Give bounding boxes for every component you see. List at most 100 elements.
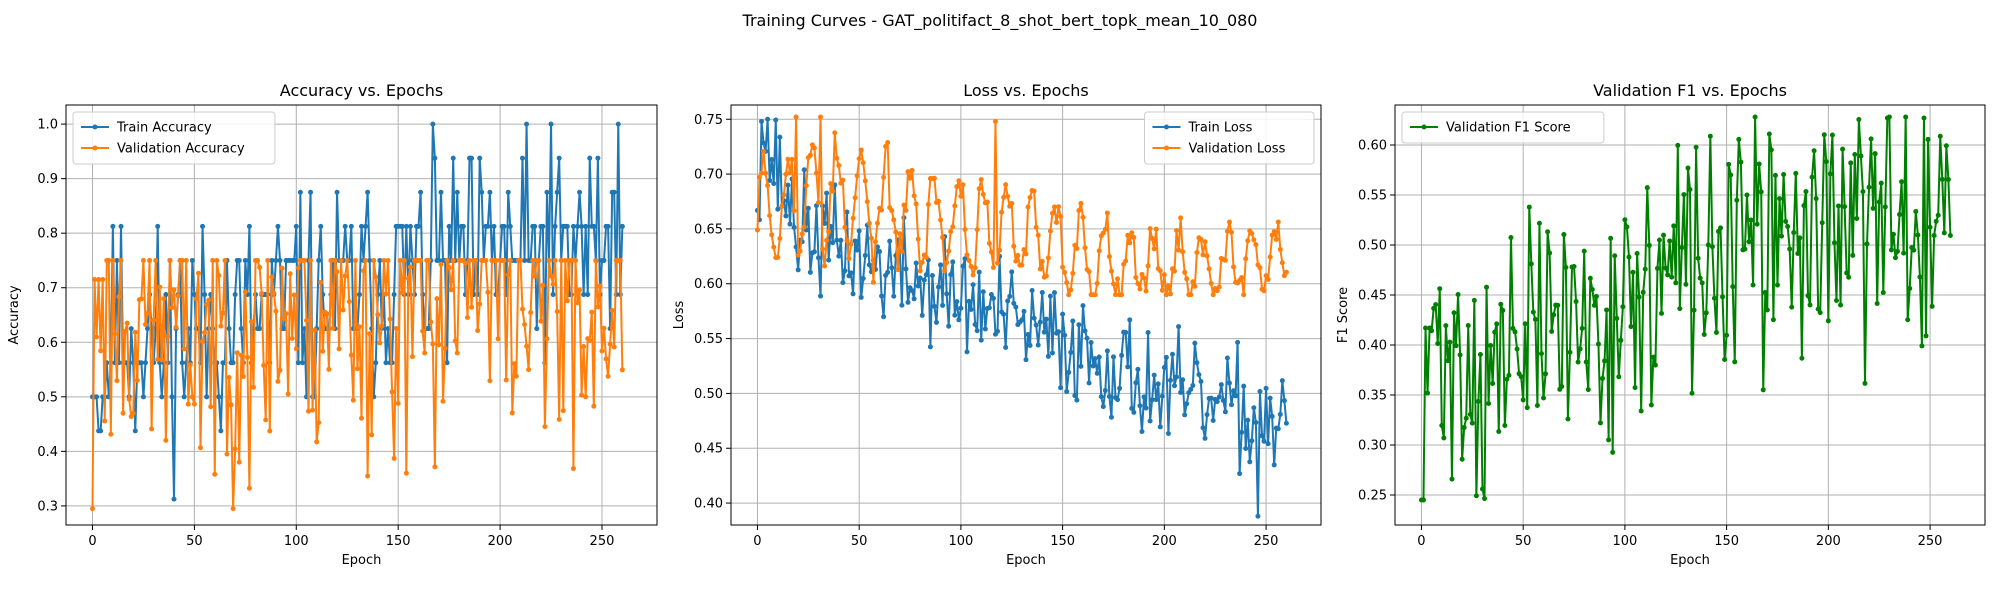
y-tick-label: 1.0: [37, 118, 58, 133]
data-point: [187, 362, 193, 368]
data-point: [1459, 456, 1465, 462]
data-point: [1862, 380, 1868, 386]
data-point: [507, 257, 513, 263]
data-point: [389, 389, 395, 395]
data-point: [822, 221, 828, 227]
data-point: [1567, 349, 1573, 355]
data-point: [597, 283, 603, 289]
data-point: [1532, 316, 1538, 322]
data-point: [787, 221, 793, 227]
data-point: [767, 213, 773, 219]
data-point: [931, 303, 937, 309]
data-point: [291, 292, 297, 298]
data-point: [1080, 214, 1086, 220]
data-point: [1903, 114, 1909, 120]
data-point: [1482, 496, 1488, 502]
data-point: [1263, 385, 1269, 391]
data-point: [958, 305, 964, 311]
data-point: [1587, 275, 1593, 281]
data-point: [399, 223, 405, 229]
data-point: [320, 348, 326, 354]
data-point: [842, 224, 848, 230]
data-point: [1188, 292, 1194, 298]
data-point: [195, 270, 201, 276]
data-point: [1467, 411, 1473, 417]
data-point: [1100, 230, 1106, 236]
data-point: [1530, 309, 1536, 315]
data-point: [1705, 242, 1711, 248]
data-point: [1188, 386, 1194, 392]
data-point: [1888, 247, 1894, 253]
data-point: [1082, 245, 1088, 251]
data-point: [599, 348, 605, 354]
data-point: [1005, 298, 1011, 304]
data-point: [440, 398, 446, 404]
data-point: [554, 309, 560, 315]
data-point: [1659, 310, 1665, 316]
y-tick-label: 0.7: [37, 281, 58, 296]
data-point: [469, 155, 475, 161]
data-point: [1911, 247, 1917, 253]
data-point: [1663, 265, 1669, 271]
data-point: [826, 257, 832, 263]
data-point: [399, 290, 405, 296]
data-point: [795, 267, 801, 273]
data-point: [442, 345, 448, 351]
data-point: [946, 248, 952, 254]
series-2: [89, 257, 625, 512]
data-point: [352, 257, 358, 263]
data-point: [1425, 390, 1431, 396]
data-point: [155, 357, 161, 362]
data-point: [850, 215, 856, 221]
data-point: [1939, 176, 1945, 182]
data-point: [1720, 294, 1726, 300]
data-point: [1880, 290, 1886, 295]
data-point: [210, 257, 216, 263]
data-point: [1819, 220, 1825, 226]
data-point: [1245, 417, 1251, 423]
data-point: [1429, 328, 1435, 334]
data-point: [1263, 273, 1269, 279]
data-point: [391, 292, 397, 298]
data-point: [1581, 248, 1587, 254]
data-point: [1074, 397, 1080, 403]
data-point: [1624, 224, 1630, 230]
data-point: [420, 328, 426, 334]
data-point: [619, 223, 625, 229]
data-point: [1441, 435, 1447, 441]
data-point: [326, 366, 332, 372]
data-point: [118, 223, 124, 229]
subplot-title: Loss vs. Epochs: [963, 81, 1088, 100]
data-point: [520, 155, 525, 161]
data-point: [171, 287, 177, 293]
data-point: [1563, 265, 1569, 271]
data-point: [1011, 243, 1017, 249]
data-point: [1734, 197, 1740, 203]
data-point: [1013, 304, 1019, 310]
data-point: [909, 288, 915, 294]
data-point: [1027, 194, 1033, 200]
data-point: [1876, 199, 1882, 205]
data-point: [1943, 143, 1949, 149]
data-point: [946, 323, 952, 329]
data-point: [485, 223, 491, 229]
data-point: [893, 229, 899, 235]
data-point: [448, 287, 454, 293]
data-point: [1086, 269, 1092, 275]
data-point: [954, 184, 960, 190]
data-point: [204, 301, 210, 307]
data-point: [1249, 231, 1255, 237]
data-point: [1648, 402, 1654, 408]
y-tick-label: 0.60: [1358, 139, 1387, 154]
data-point: [595, 155, 601, 161]
data-point: [976, 186, 982, 192]
y-tick-label: 0.45: [694, 442, 723, 457]
data-point: [479, 189, 485, 195]
data-point: [373, 274, 379, 280]
data-point: [581, 292, 587, 298]
data-point: [1866, 184, 1872, 190]
data-point: [1074, 245, 1080, 251]
data-point: [509, 410, 515, 416]
data-point: [426, 257, 432, 263]
data-point: [575, 300, 581, 306]
